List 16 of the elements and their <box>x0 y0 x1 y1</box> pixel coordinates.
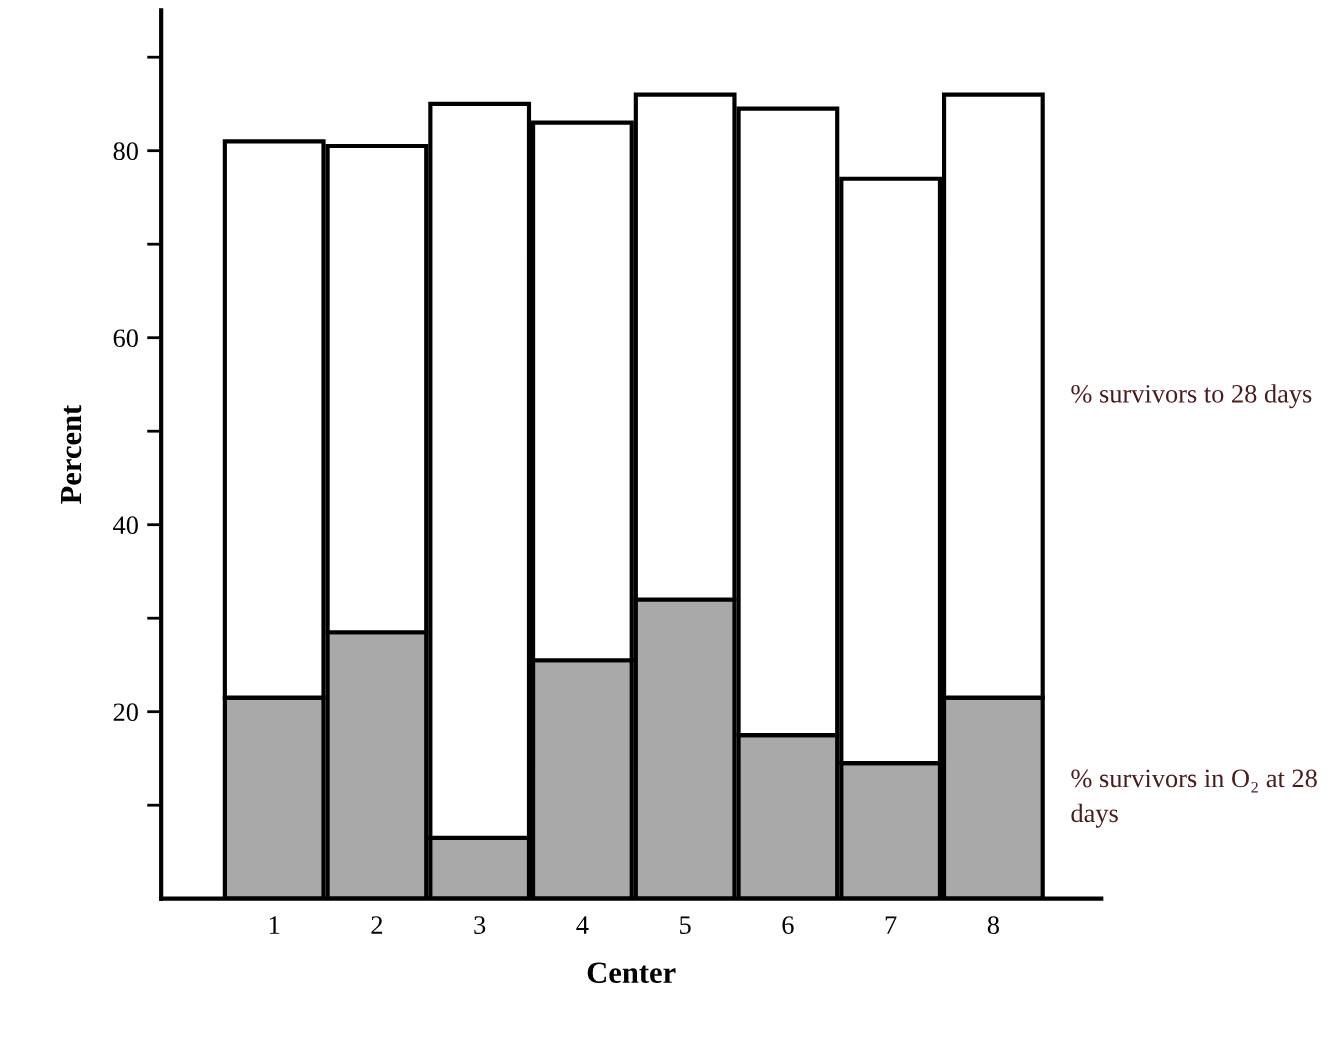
x-tick-label: 6 <box>782 916 794 934</box>
x-tick-label: 3 <box>474 916 486 934</box>
x-tick-label: 1 <box>269 916 280 934</box>
series-label: % survivors in O₂ at 28 days <box>1071 769 1317 828</box>
y-tick-label: 40 <box>113 516 138 535</box>
y-tick-label: 80 <box>113 142 138 161</box>
y-tick-label: 60 <box>113 329 138 348</box>
y-tick-label: 20 <box>113 703 138 722</box>
y-axis-title: Percent <box>61 404 82 504</box>
series-label: % survivors to 28 days <box>1071 384 1312 409</box>
x-tick-label: 2 <box>371 916 383 934</box>
x-tick-label: 8 <box>987 916 999 934</box>
x-tick-label: 5 <box>680 916 691 934</box>
x-tick-label: 7 <box>885 916 897 934</box>
x-tick-label: 4 <box>576 916 589 934</box>
x-axis-title: Center <box>587 962 676 984</box>
